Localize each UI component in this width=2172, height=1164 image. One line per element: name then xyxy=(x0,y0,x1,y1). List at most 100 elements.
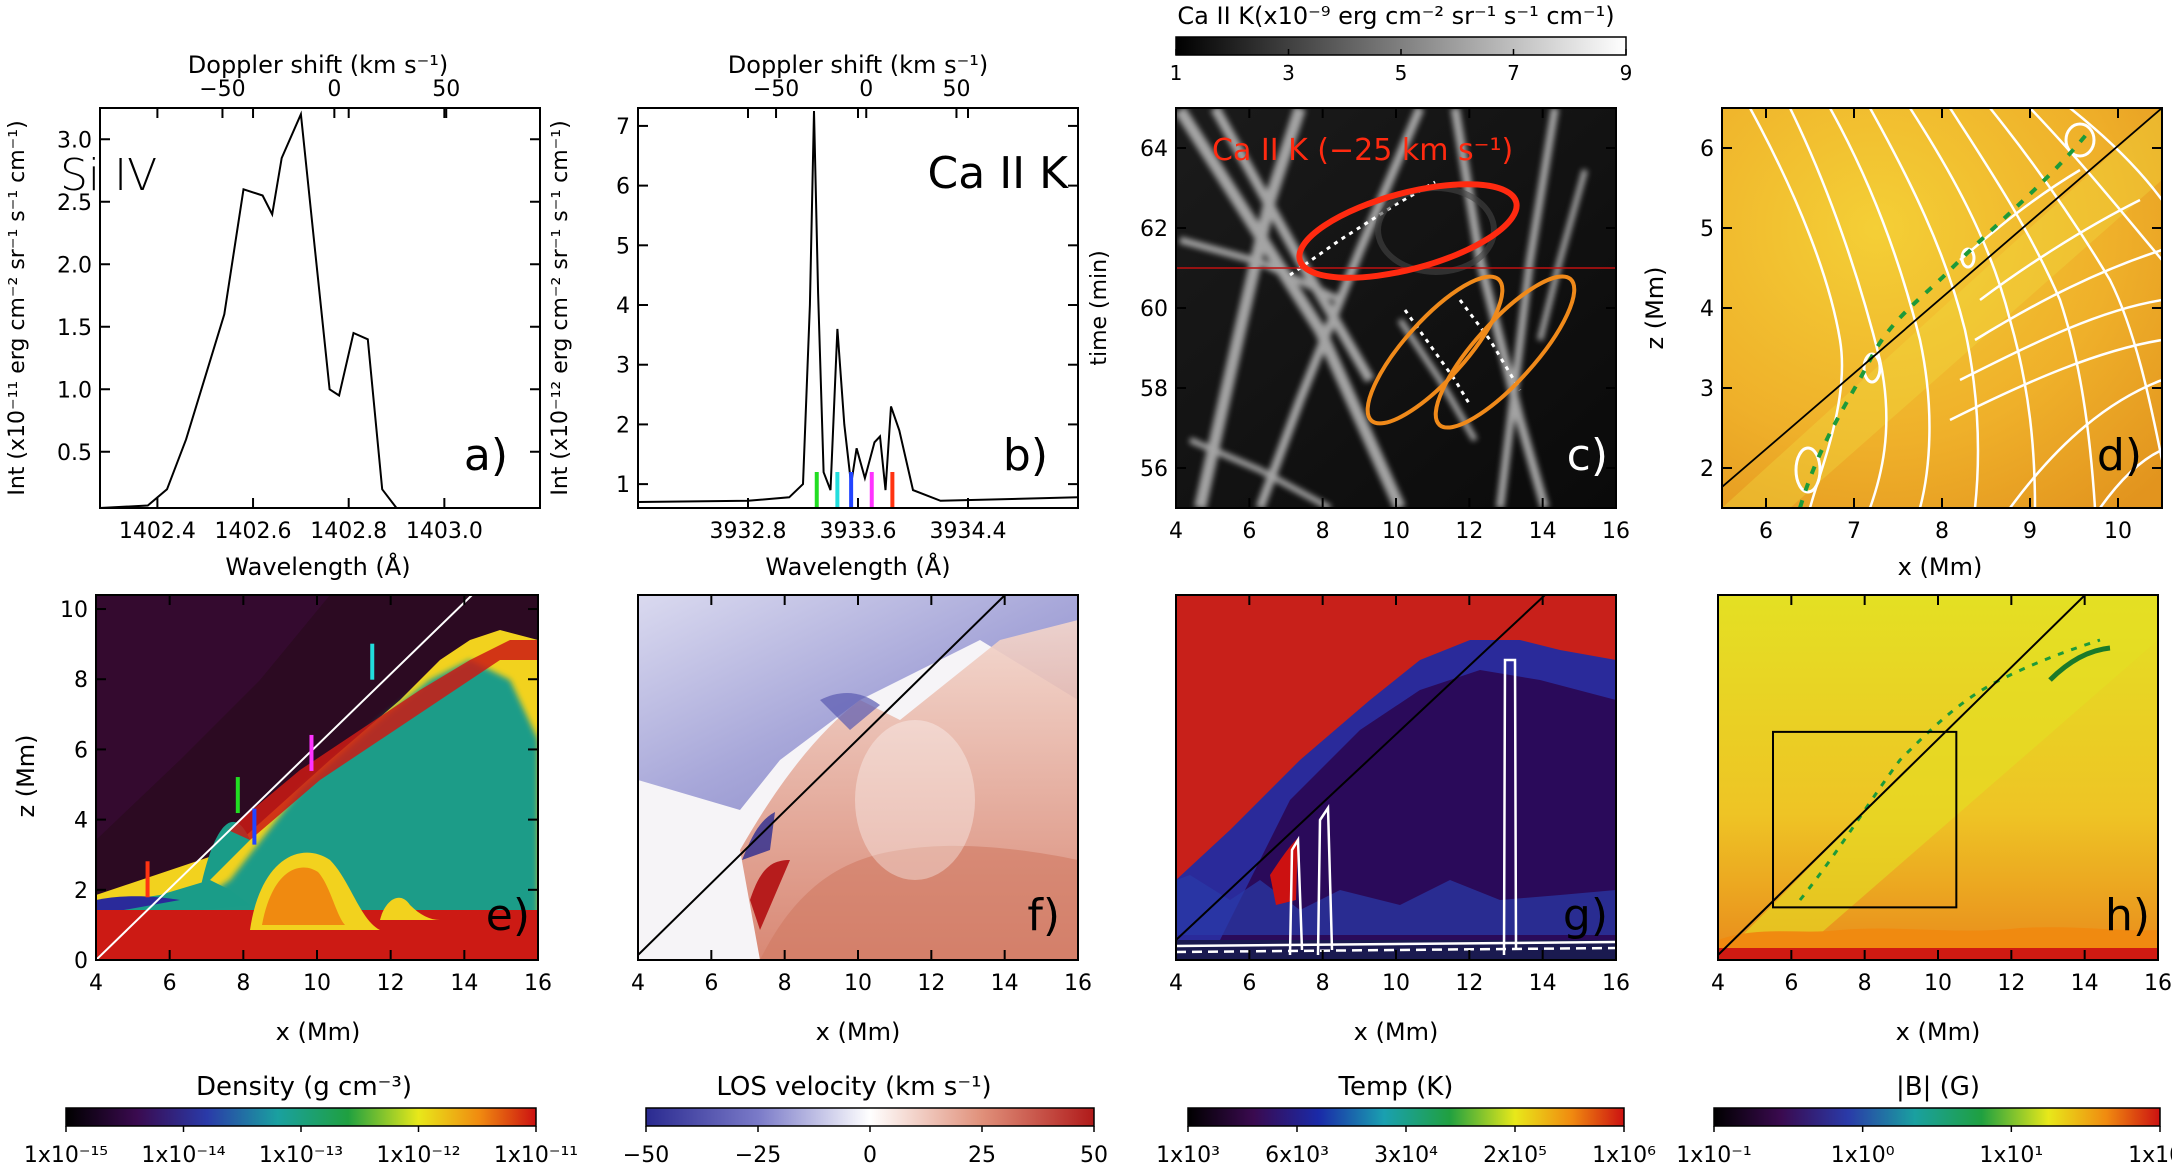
ticks-g: 4 6 8 10 12 14 16 xyxy=(1169,595,1630,996)
colorbar-tick-label-e: 1x10⁻¹⁵ xyxy=(24,1143,108,1164)
x-tick-label-f: 4 xyxy=(631,971,645,996)
panel-label-a: a) xyxy=(464,430,508,481)
ticks-e: 4 6 8 10 12 14 16 0 2 4 6 8 10 xyxy=(60,595,552,996)
colorbar-tick-label-f: 0 xyxy=(863,1143,877,1164)
ticks-c: 4 6 8 10 12 14 16 56 58 60 62 64 xyxy=(1140,108,1630,544)
x-tick-label-d: 6 xyxy=(1759,519,1773,544)
colorbar-title-c: Ca II K(x10⁻⁹ erg cm⁻² sr⁻¹ s⁻¹ cm⁻¹) xyxy=(1177,2,1614,30)
x-tick-label-c: 14 xyxy=(1529,519,1557,544)
x-tick-label-c: 8 xyxy=(1316,519,1330,544)
x-tick-label-f: 16 xyxy=(1064,971,1092,996)
panel-label-g: g) xyxy=(1563,890,1608,941)
x-tick-label-a: 1402.8 xyxy=(310,519,387,544)
colorbar-tick-label-c: 7 xyxy=(1507,61,1520,85)
x-tick-label-d: 7 xyxy=(1847,519,1861,544)
colorbar-e xyxy=(65,1107,537,1127)
colorbar-ticks-f: −50 −25 0 25 50 xyxy=(623,1126,1108,1164)
colorbar-tick-label-c: 9 xyxy=(1620,61,1633,85)
top-tick-label-b: −50 xyxy=(753,77,799,102)
x-tick-label-h: 6 xyxy=(1784,971,1798,996)
x-tick-label-c: 4 xyxy=(1169,519,1183,544)
y-tick-label-d: 2 xyxy=(1700,457,1714,482)
panel-h: 4 6 8 10 12 14 16 h) x (Mm) |B| (G) 1x10⁻¹ 1x10… xyxy=(1676,594,2172,1164)
x-tick-label-c: 6 xyxy=(1242,519,1256,544)
colorbar-tick-label-g: 1x10⁶ xyxy=(1592,1143,1656,1164)
top-tick-label-b: 50 xyxy=(942,77,970,102)
x-tick-label-f: 12 xyxy=(917,971,945,996)
image-h xyxy=(1718,595,2158,960)
y-tick-label-b: 6 xyxy=(616,175,630,200)
x-tick-label-b: 3932.8 xyxy=(710,519,787,544)
panel-label-d: d) xyxy=(2097,430,2142,481)
x-tick-label-f: 14 xyxy=(991,971,1019,996)
x-tick-label-h: 8 xyxy=(1858,971,1872,996)
x-tick-label-g: 6 xyxy=(1242,971,1256,996)
x-tick-label-d: 9 xyxy=(2023,519,2037,544)
x-tick-label-g: 12 xyxy=(1455,971,1483,996)
colorbar-g xyxy=(1187,1107,1625,1127)
image-f xyxy=(638,595,1078,960)
colorbar-tick-label-g: 1x10³ xyxy=(1156,1143,1220,1164)
y-tick-label-e: 8 xyxy=(74,668,88,693)
panel-label-e: e) xyxy=(486,890,530,941)
y-axis-title-c: time (min) xyxy=(1087,250,1112,365)
y-tick-label-b: 1 xyxy=(616,473,630,498)
image-g xyxy=(1176,595,1616,960)
x-axis-title-f: x (Mm) xyxy=(816,1018,901,1046)
y-tick-label-a: 2.0 xyxy=(57,253,92,278)
x-tick-label-h: 4 xyxy=(1711,971,1725,996)
x-tick-label-c: 10 xyxy=(1382,519,1410,544)
colorbar-tick-label-g: 3x10⁴ xyxy=(1374,1143,1438,1164)
x-axis-title-b: Wavelength (Å) xyxy=(765,552,950,581)
wavelength-markers-b xyxy=(814,472,895,508)
x-tick-label-c: 12 xyxy=(1455,519,1483,544)
colorbar-tick-label-f: 25 xyxy=(968,1143,996,1164)
top-tick-label-b: 0 xyxy=(859,77,873,102)
colorbar-tick-label-h: 1x10⁰ xyxy=(1831,1143,1895,1164)
x-tick-label-a: 1402.4 xyxy=(119,519,196,544)
spectrum-line-a xyxy=(99,110,540,509)
x-tick-label-g: 14 xyxy=(1529,971,1557,996)
annotation-b: Ca II K xyxy=(928,148,1070,199)
x-tick-label-e: 14 xyxy=(450,971,478,996)
x-tick-label-f: 10 xyxy=(844,971,872,996)
x-tick-label-h: 10 xyxy=(1924,971,1952,996)
x-tick-label-e: 16 xyxy=(524,971,552,996)
y-tick-label-c: 64 xyxy=(1140,137,1168,162)
colorbar-f xyxy=(645,1107,1095,1127)
colorbar-tick-label-h: 1x10⁻¹ xyxy=(1676,1143,1751,1164)
top-axis-title-a: Doppler shift (km s⁻¹) xyxy=(188,51,448,79)
y-tick-label-e: 4 xyxy=(74,809,88,834)
panel-a: −50 0 50 Doppler shift (km s⁻¹) Si IV 1402… xyxy=(5,51,541,581)
ticks-a: 1402.4 1402.6 1402.8 1403.0 0.5 1.0 1.5 2.0 2.5 3… xyxy=(57,108,540,544)
x-tick-label-a: 1402.6 xyxy=(215,519,292,544)
y-tick-label-b: 2 xyxy=(616,413,630,438)
x-axis-title-a: Wavelength (Å) xyxy=(225,552,410,581)
panel-e: 4 6 8 10 12 14 16 0 2 4 6 8 10 e) x (Mm) z (Mm) Dens… xyxy=(12,594,578,1164)
zoom-box-h xyxy=(1772,730,1958,909)
x-tick-label-g: 8 xyxy=(1316,971,1330,996)
red-ellipse xyxy=(1296,181,1520,281)
top-tick-label-a: −50 xyxy=(199,77,245,102)
position-markers-e xyxy=(145,643,375,898)
panel-d: 6 7 8 9 10 2 3 4 5 6 d) x (Mm) z (Mm) xyxy=(1641,107,2163,581)
x-axis-title-d: x (Mm) xyxy=(1898,553,1983,581)
panel-f: 4 6 8 10 12 14 16 f) x (Mm) LOS velocity (km s… xyxy=(623,594,1108,1164)
panel-label-h: h) xyxy=(2105,890,2150,941)
colorbar-tick-label-c: 1 xyxy=(1170,61,1183,85)
image-d xyxy=(1722,108,2162,508)
colorbar-h xyxy=(1713,1107,2161,1127)
colorbar-tick-label-e: 1x10⁻¹⁴ xyxy=(141,1143,225,1164)
image-c xyxy=(1176,108,1616,508)
x-tick-label-h: 16 xyxy=(2144,971,2172,996)
colorbar-title-f: LOS velocity (km s⁻¹) xyxy=(716,1072,991,1102)
x-tick-label-b: 3934.4 xyxy=(930,519,1007,544)
y-tick-label-a: 3.0 xyxy=(57,128,92,153)
colorbar-tick-label-e: 1x10⁻¹³ xyxy=(259,1143,343,1164)
y-tick-label-c: 56 xyxy=(1140,457,1168,482)
x-tick-label-a: 1403.0 xyxy=(406,519,483,544)
annotation-c: Ca II K (−25 km s⁻¹) xyxy=(1212,133,1513,168)
colorbar-ticks-g: 1x10³ 6x10³ 3x10⁴ 2x10⁵ 1x10⁶ xyxy=(1156,1126,1656,1164)
ticks-h: 4 6 8 10 12 14 16 xyxy=(1711,595,2172,996)
x-tick-label-e: 10 xyxy=(303,971,331,996)
